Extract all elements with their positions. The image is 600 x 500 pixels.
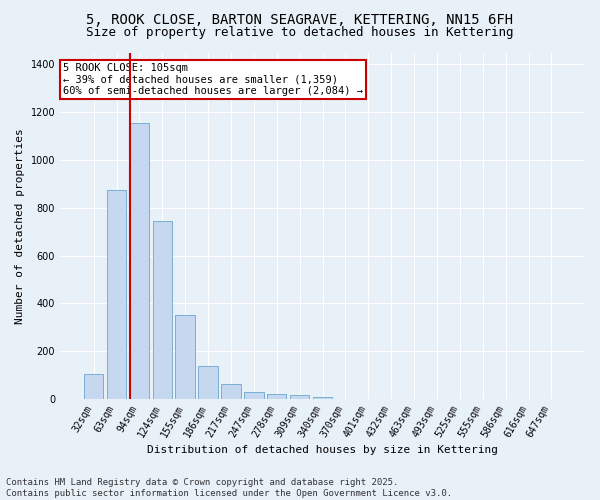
Bar: [313, 396, 332, 399]
Bar: [84, 374, 103, 399]
Y-axis label: Number of detached properties: Number of detached properties: [15, 128, 25, 324]
X-axis label: Distribution of detached houses by size in Kettering: Distribution of detached houses by size …: [147, 445, 498, 455]
Bar: [290, 396, 310, 399]
Bar: [244, 392, 263, 399]
Text: 5, ROOK CLOSE, BARTON SEAGRAVE, KETTERING, NN15 6FH: 5, ROOK CLOSE, BARTON SEAGRAVE, KETTERIN…: [86, 12, 514, 26]
Bar: [130, 123, 149, 399]
Bar: [221, 384, 241, 399]
Text: Size of property relative to detached houses in Kettering: Size of property relative to detached ho…: [86, 26, 514, 39]
Text: 5 ROOK CLOSE: 105sqm
← 39% of detached houses are smaller (1,359)
60% of semi-de: 5 ROOK CLOSE: 105sqm ← 39% of detached h…: [62, 63, 362, 96]
Bar: [199, 366, 218, 399]
Bar: [175, 316, 195, 399]
Text: Contains HM Land Registry data © Crown copyright and database right 2025.
Contai: Contains HM Land Registry data © Crown c…: [6, 478, 452, 498]
Bar: [267, 394, 286, 399]
Bar: [107, 190, 126, 399]
Bar: [152, 221, 172, 399]
